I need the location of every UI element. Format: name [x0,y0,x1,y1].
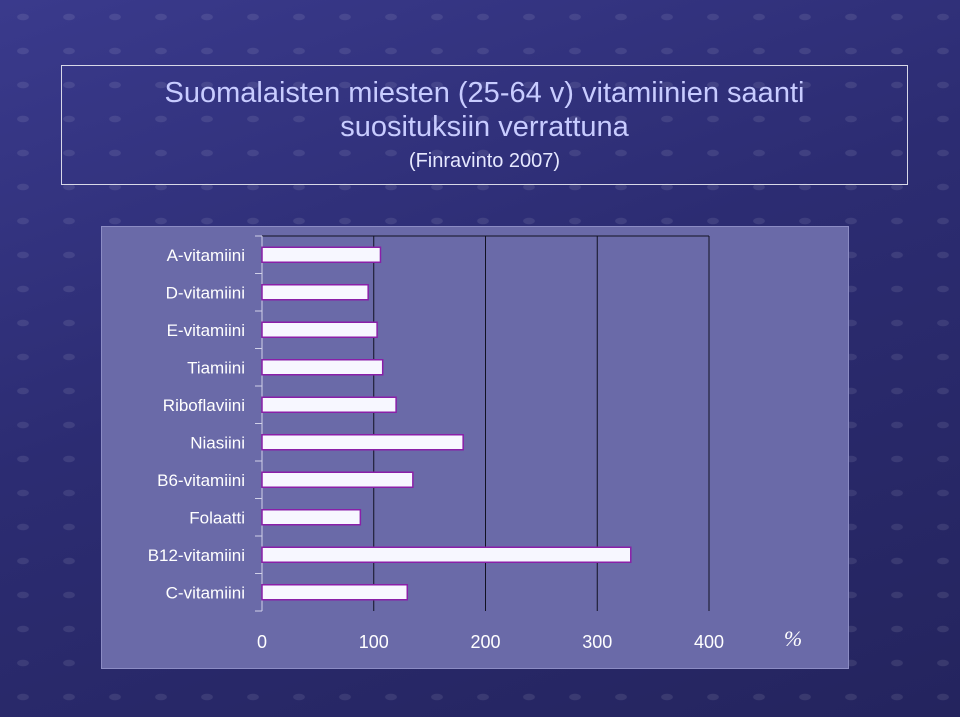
x-unit-label: % [784,626,802,651]
x-tick-label: 300 [582,632,612,652]
chart-subtitle: (Finravinto 2007) [408,150,561,172]
category-label: Niasiini [190,433,245,452]
category-label: A-vitamiini [167,246,245,265]
bar [261,284,369,301]
bar [261,509,362,526]
bar [261,471,414,488]
title-box: Suomalaisten miesten (25-64 v) vitamiini… [61,65,908,185]
category-label: D-vitamiini [166,283,245,302]
bar [261,434,464,451]
chart-title-line1: Suomalaisten miesten (25-64 v) vitamiini… [164,77,805,109]
category-label: Tiamiini [187,358,245,377]
category-label: Riboflaviini [163,396,245,415]
category-label: E-vitamiini [167,321,245,340]
chart-frame [101,226,849,669]
category-label: Folaatti [189,508,245,527]
category-label: B12-vitamiini [148,546,245,565]
chart-title-line2: suosituksiin verrattuna [340,111,629,143]
x-tick-label: 0 [257,632,267,652]
bar [261,584,409,601]
bar [261,546,632,563]
bar [261,321,378,338]
bar [261,246,382,263]
category-label: C-vitamiini [166,583,245,602]
category-label: B6-vitamiini [157,471,245,490]
x-tick-label: 400 [694,632,724,652]
bar [261,396,397,413]
x-tick-label: 100 [359,632,389,652]
x-tick-label: 200 [470,632,500,652]
bar [261,359,384,376]
